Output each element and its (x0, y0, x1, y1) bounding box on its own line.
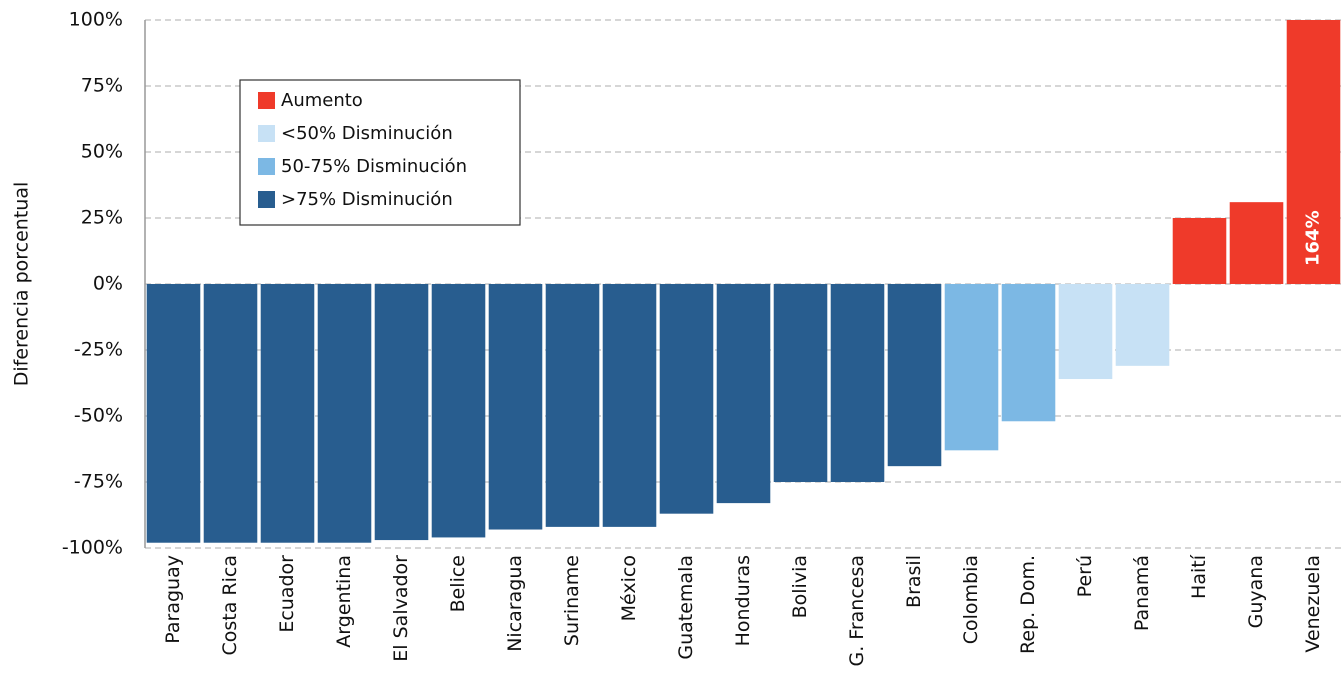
x-tick-label: Venezuela (1302, 555, 1324, 653)
x-tick-label: Suriname (561, 555, 583, 646)
bar (659, 284, 714, 514)
x-tick-label: Honduras (732, 555, 754, 646)
value-label: 164% (1303, 210, 1324, 266)
bar (203, 284, 258, 543)
legend-swatch (258, 92, 275, 109)
legend: Aumento <50% Disminución 50-75% Disminució… (239, 79, 521, 226)
bar (944, 284, 999, 451)
bar (773, 284, 828, 482)
x-tick-label: Costa Rica (219, 555, 241, 656)
legend-label: 50-75% Disminución (281, 156, 467, 177)
x-tick-label: Nicaragua (504, 555, 526, 652)
bar (830, 284, 885, 482)
legend-box (239, 79, 521, 226)
x-tick-label: Colombia (960, 555, 982, 644)
legend-swatch (258, 125, 275, 142)
y-tick-label: -50% (74, 405, 123, 427)
bar (1172, 218, 1227, 284)
y-axis-label: Diferencia porcentual (11, 182, 33, 387)
bar (1286, 20, 1341, 285)
bar (716, 284, 771, 504)
y-tick-label: 50% (81, 141, 123, 163)
x-tick-label: Belice (447, 555, 469, 612)
x-tick-label: Guyana (1245, 555, 1267, 628)
bar (1001, 284, 1056, 422)
y-tick-label: -100% (62, 537, 123, 559)
bar (1115, 284, 1170, 366)
y-tick-label: 25% (81, 207, 123, 229)
legend-swatch (258, 191, 275, 208)
legend-swatch (258, 158, 275, 175)
bar (317, 284, 372, 543)
x-tick-label: Brasil (903, 555, 925, 608)
bar (431, 284, 486, 538)
legend-label: >75% Disminución (281, 189, 453, 210)
bar (488, 284, 543, 530)
bars (146, 20, 1341, 543)
y-tick-label: -75% (74, 471, 123, 493)
x-tick-label: Haití (1188, 554, 1210, 599)
x-tick-label: Perú (1074, 555, 1096, 597)
legend-label: <50% Disminución (281, 123, 453, 144)
y-tick-label: 0% (93, 273, 123, 295)
bar (374, 284, 429, 541)
bar (260, 284, 315, 543)
x-tick-label: Ecuador (276, 555, 298, 633)
y-tick-label: -25% (74, 339, 123, 361)
legend-label: Aumento (281, 90, 363, 111)
bar (1229, 202, 1284, 284)
x-tick-label: Rep. Dom. (1017, 555, 1039, 654)
x-tick-label: Guatemala (675, 555, 697, 660)
x-tick-label: México (618, 555, 640, 621)
bar (545, 284, 600, 527)
bar (1058, 284, 1113, 380)
y-tick-label: 75% (81, 75, 123, 97)
x-tick-label: Bolivia (789, 555, 811, 618)
x-tick-label: G. Francesa (846, 555, 868, 667)
x-tick-label: Panamá (1131, 555, 1153, 631)
y-tick-label: 100% (69, 9, 123, 31)
x-tick-label: El Salvador (390, 555, 412, 662)
x-tick-label: Argentina (333, 555, 355, 648)
bar (602, 284, 657, 527)
bar (887, 284, 942, 467)
x-tick-label: Paraguay (162, 555, 184, 644)
bar (146, 284, 201, 543)
